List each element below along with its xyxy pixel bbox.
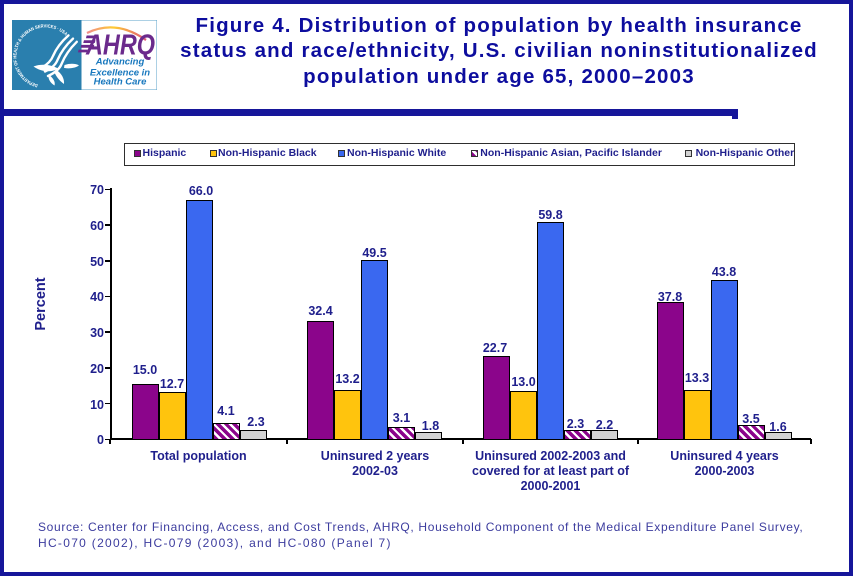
- svg-text:Excellence in: Excellence in: [90, 67, 150, 78]
- svg-text:Advancing: Advancing: [95, 57, 145, 68]
- svg-text:AHRQ: AHRQ: [85, 30, 155, 62]
- svg-text:Health Care: Health Care: [94, 76, 148, 87]
